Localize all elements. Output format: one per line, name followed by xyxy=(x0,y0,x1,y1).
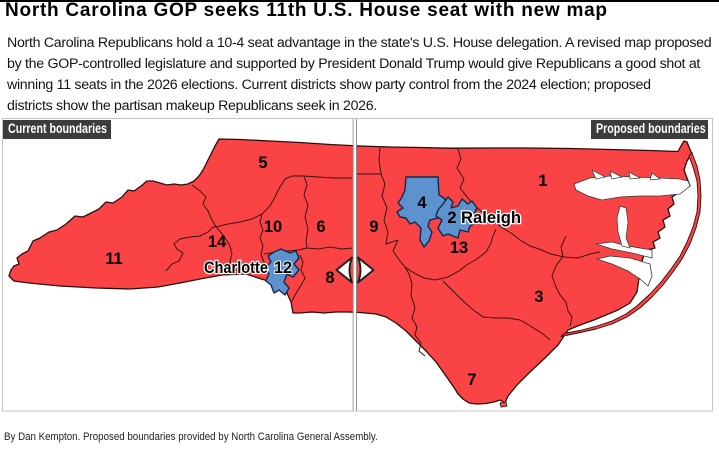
svg-text:9: 9 xyxy=(369,218,378,236)
svg-text:4: 4 xyxy=(417,194,427,212)
svg-text:1: 1 xyxy=(538,172,547,190)
svg-text:11: 11 xyxy=(105,250,122,268)
svg-text:Charlotte: Charlotte xyxy=(204,258,268,277)
svg-text:2: 2 xyxy=(447,209,456,227)
svg-text:14: 14 xyxy=(208,233,227,251)
svg-text:8: 8 xyxy=(325,269,334,287)
svg-text:Raleigh: Raleigh xyxy=(461,208,521,227)
svg-text:10: 10 xyxy=(264,218,282,236)
svg-text:6: 6 xyxy=(316,218,325,236)
svg-text:3: 3 xyxy=(534,288,543,306)
svg-text:7: 7 xyxy=(467,371,476,389)
svg-text:13: 13 xyxy=(450,239,468,257)
svg-text:12: 12 xyxy=(274,259,292,277)
svg-text:5: 5 xyxy=(258,154,267,172)
